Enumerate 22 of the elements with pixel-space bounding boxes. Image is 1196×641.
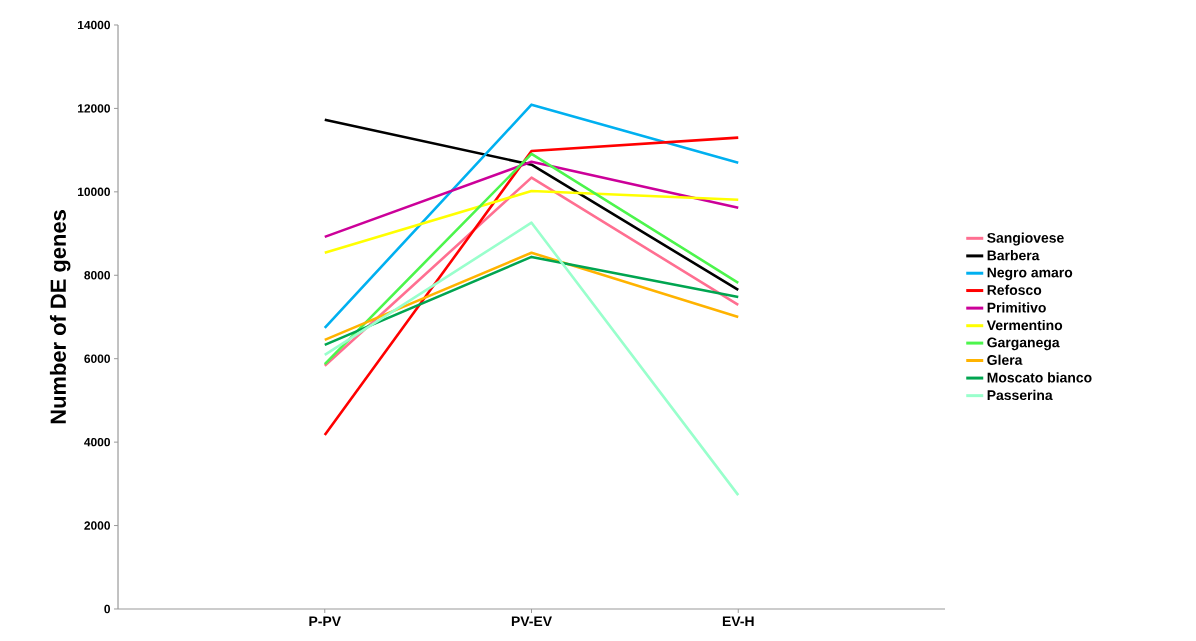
legend-label: Moscato bianco	[987, 372, 1092, 383]
legend-label: Passerina	[987, 389, 1053, 401]
legend-label: Sangiovese	[987, 232, 1064, 246]
y-tick-label: 8000	[84, 271, 111, 280]
x-tick-label: EV-H	[722, 616, 754, 627]
y-tick-label: 2000	[84, 521, 111, 530]
legend-label: Vermentino	[986, 319, 1063, 331]
y-tick-label: 4000	[84, 437, 111, 447]
y-tick-label: 6000	[84, 354, 111, 363]
x-tick-label: PV-EV	[511, 616, 552, 627]
y-tick-label: 14000	[78, 20, 110, 30]
y-axis-title: Number of DE genes	[49, 210, 71, 424]
y-tick-label: 0	[104, 604, 111, 614]
y-tick-label: 10000	[78, 187, 110, 197]
legend-label: Primitivo	[987, 302, 1046, 313]
x-tick-label: P-PV	[309, 616, 341, 627]
legend-label: Glera	[987, 354, 1023, 365]
y-tick-label: 12000	[78, 104, 110, 113]
legend-label: Refosco	[987, 284, 1042, 295]
legend-label: Barbera	[987, 250, 1040, 261]
legend-label: Garganega	[987, 337, 1060, 351]
legend-label: Negro amaro	[987, 267, 1073, 281]
